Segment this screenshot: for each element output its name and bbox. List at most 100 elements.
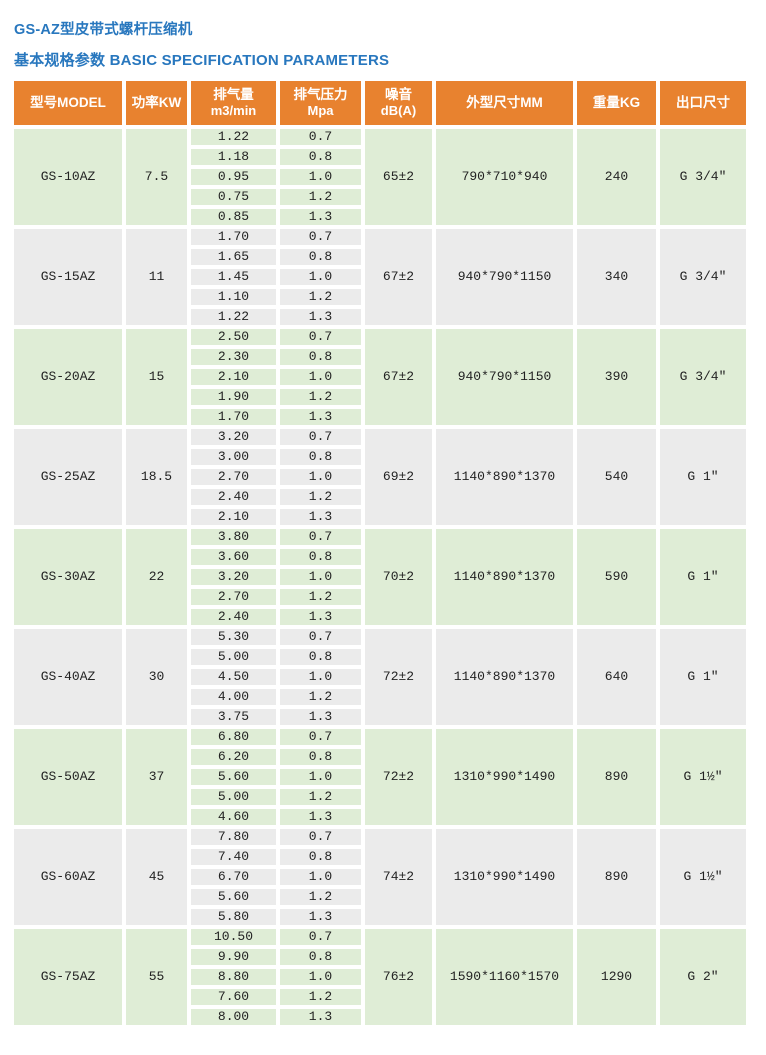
column-header-1: 功率KW [126,81,187,125]
noise-cell: 69±2 [365,429,432,525]
displacement-cell: 3.20 [191,569,276,585]
table-row-gs-15az-1: 1.65 0.8 [14,249,746,265]
displacement-cell: 2.10 [191,509,276,525]
column-header-7: 出口尺寸 [660,81,746,125]
weight-cell: 340 [577,229,656,325]
model-cell: GS-20AZ [14,329,122,425]
displacement-cell: 7.80 [191,829,276,845]
table-row-gs-30az-4: 2.40 1.3 [14,609,746,625]
pressure-cell: 1.3 [280,609,361,625]
table-row-gs-25az-0: GS-25AZ 18.5 3.20 0.7 69±2 1140*890*1370 540 G … [14,429,746,525]
outlet-cell: G 1½″ [660,729,746,825]
displacement-cell: 8.80 [191,969,276,985]
outlet-cell: G 2″ [660,929,746,1025]
noise-cell: 76±2 [365,929,432,1025]
displacement-cell: 1.70 [191,409,276,425]
outlet-cell: G 1″ [660,529,746,625]
displacement-cell: 10.50 [191,929,276,945]
outlet-cell: G 3/4″ [660,329,746,425]
displacement-cell: 2.70 [191,589,276,605]
model-cell: GS-50AZ [14,729,122,825]
outlet-cell: G 1″ [660,629,746,725]
power-cell: 55 [126,929,187,1025]
outlet-cell: G 1″ [660,429,746,525]
pressure-cell: 0.7 [280,229,361,245]
table-row-gs-30az-3: 2.70 1.2 [14,589,746,605]
power-cell: 11 [126,229,187,325]
displacement-cell: 1.22 [191,129,276,145]
displacement-cell: 1.65 [191,249,276,265]
pressure-cell: 1.2 [280,589,361,605]
table-row-gs-30az-1: 3.60 0.8 [14,549,746,565]
displacement-cell: 1.18 [191,149,276,165]
displacement-cell: 1.10 [191,289,276,305]
dimensions-cell: 790*710*940 [436,129,573,225]
table-row-gs-25az-2: 2.70 1.0 [14,469,746,485]
power-cell: 45 [126,829,187,925]
displacement-cell: 9.90 [191,949,276,965]
dimensions-cell: 1140*890*1370 [436,429,573,525]
table-row-gs-40az-0: GS-40AZ 30 5.30 0.7 72±2 1140*890*1370 640 G 1″ [14,629,746,725]
weight-cell: 890 [577,729,656,825]
pressure-cell: 1.0 [280,469,361,485]
table-row-gs-40az-3: 4.00 1.2 [14,689,746,705]
displacement-cell: 1.70 [191,229,276,245]
pressure-cell: 1.0 [280,869,361,885]
displacement-cell: 2.40 [191,489,276,505]
noise-cell: 67±2 [365,329,432,425]
table-row-gs-20az-1: 2.30 0.8 [14,349,746,365]
dimensions-cell: 1140*890*1370 [436,529,573,625]
table-row-gs-75az-1: 9.90 0.8 [14,949,746,965]
pressure-cell: 0.8 [280,349,361,365]
weight-cell: 1290 [577,929,656,1025]
pressure-cell: 1.2 [280,489,361,505]
noise-cell: 67±2 [365,229,432,325]
table-row-gs-75az-4: 8.00 1.3 [14,1009,746,1025]
pressure-cell: 0.7 [280,929,361,945]
table-row-gs-15az-0: GS-15AZ 11 1.70 0.7 67±2 940*790*1150 340 G 3/4… [14,229,746,325]
displacement-cell: 1.45 [191,269,276,285]
table-row-gs-30az-0: GS-30AZ 22 3.80 0.7 70±2 1140*890*1370 590 G 1″ [14,529,746,625]
table-row-gs-15az-4: 1.22 1.3 [14,309,746,325]
displacement-cell: 3.75 [191,709,276,725]
displacement-cell: 2.40 [191,609,276,625]
displacement-cell: 0.95 [191,169,276,185]
pressure-cell: 0.8 [280,549,361,565]
noise-cell: 65±2 [365,129,432,225]
dimensions-cell: 1140*890*1370 [436,629,573,725]
displacement-cell: 0.75 [191,189,276,205]
section-title: 基本规格参数 BASIC SPECIFICATION PARAMETERS [14,52,390,69]
table-row-gs-10az-3: 0.75 1.2 [14,189,746,205]
table-row-gs-10az-4: 0.85 1.3 [14,209,746,225]
page-title: GS-AZ型皮带式螺杆压缩机 [14,22,193,38]
pressure-cell: 0.7 [280,429,361,445]
pressure-cell: 0.8 [280,149,361,165]
table-row-gs-20az-4: 1.70 1.3 [14,409,746,425]
pressure-cell: 0.8 [280,249,361,265]
pressure-cell: 0.8 [280,749,361,765]
pressure-cell: 0.8 [280,849,361,865]
header-row: 型号MODEL 功率KW 排气量 m3/min 排气压力 Mpa 噪音 dB(A) 外型尺寸MM… [14,81,746,125]
pressure-cell: 1.3 [280,709,361,725]
model-cell: GS-25AZ [14,429,122,525]
table-row-gs-60az-0: GS-60AZ 45 7.80 0.7 74±2 1310*990*1490 890 G 1½… [14,829,746,925]
table-row-gs-75az-3: 7.60 1.2 [14,989,746,1005]
pressure-cell: 1.0 [280,169,361,185]
displacement-cell: 5.30 [191,629,276,645]
table-row-gs-10az-1: 1.18 0.8 [14,149,746,165]
table-row-gs-20az-2: 2.10 1.0 [14,369,746,385]
power-cell: 22 [126,529,187,625]
model-cell: GS-10AZ [14,129,122,225]
displacement-cell: 5.00 [191,789,276,805]
model-cell: GS-75AZ [14,929,122,1025]
noise-cell: 72±2 [365,729,432,825]
noise-cell: 70±2 [365,529,432,625]
pressure-cell: 1.3 [280,1009,361,1025]
pressure-cell: 1.2 [280,689,361,705]
weight-cell: 390 [577,329,656,425]
column-header-5: 外型尺寸MM [436,81,573,125]
table-row-gs-75az-0: GS-75AZ 55 10.50 0.7 76±2 1590*1160*1570 1290 G… [14,929,746,1025]
noise-cell: 74±2 [365,829,432,925]
pressure-cell: 0.8 [280,449,361,465]
pressure-cell: 1.3 [280,509,361,525]
